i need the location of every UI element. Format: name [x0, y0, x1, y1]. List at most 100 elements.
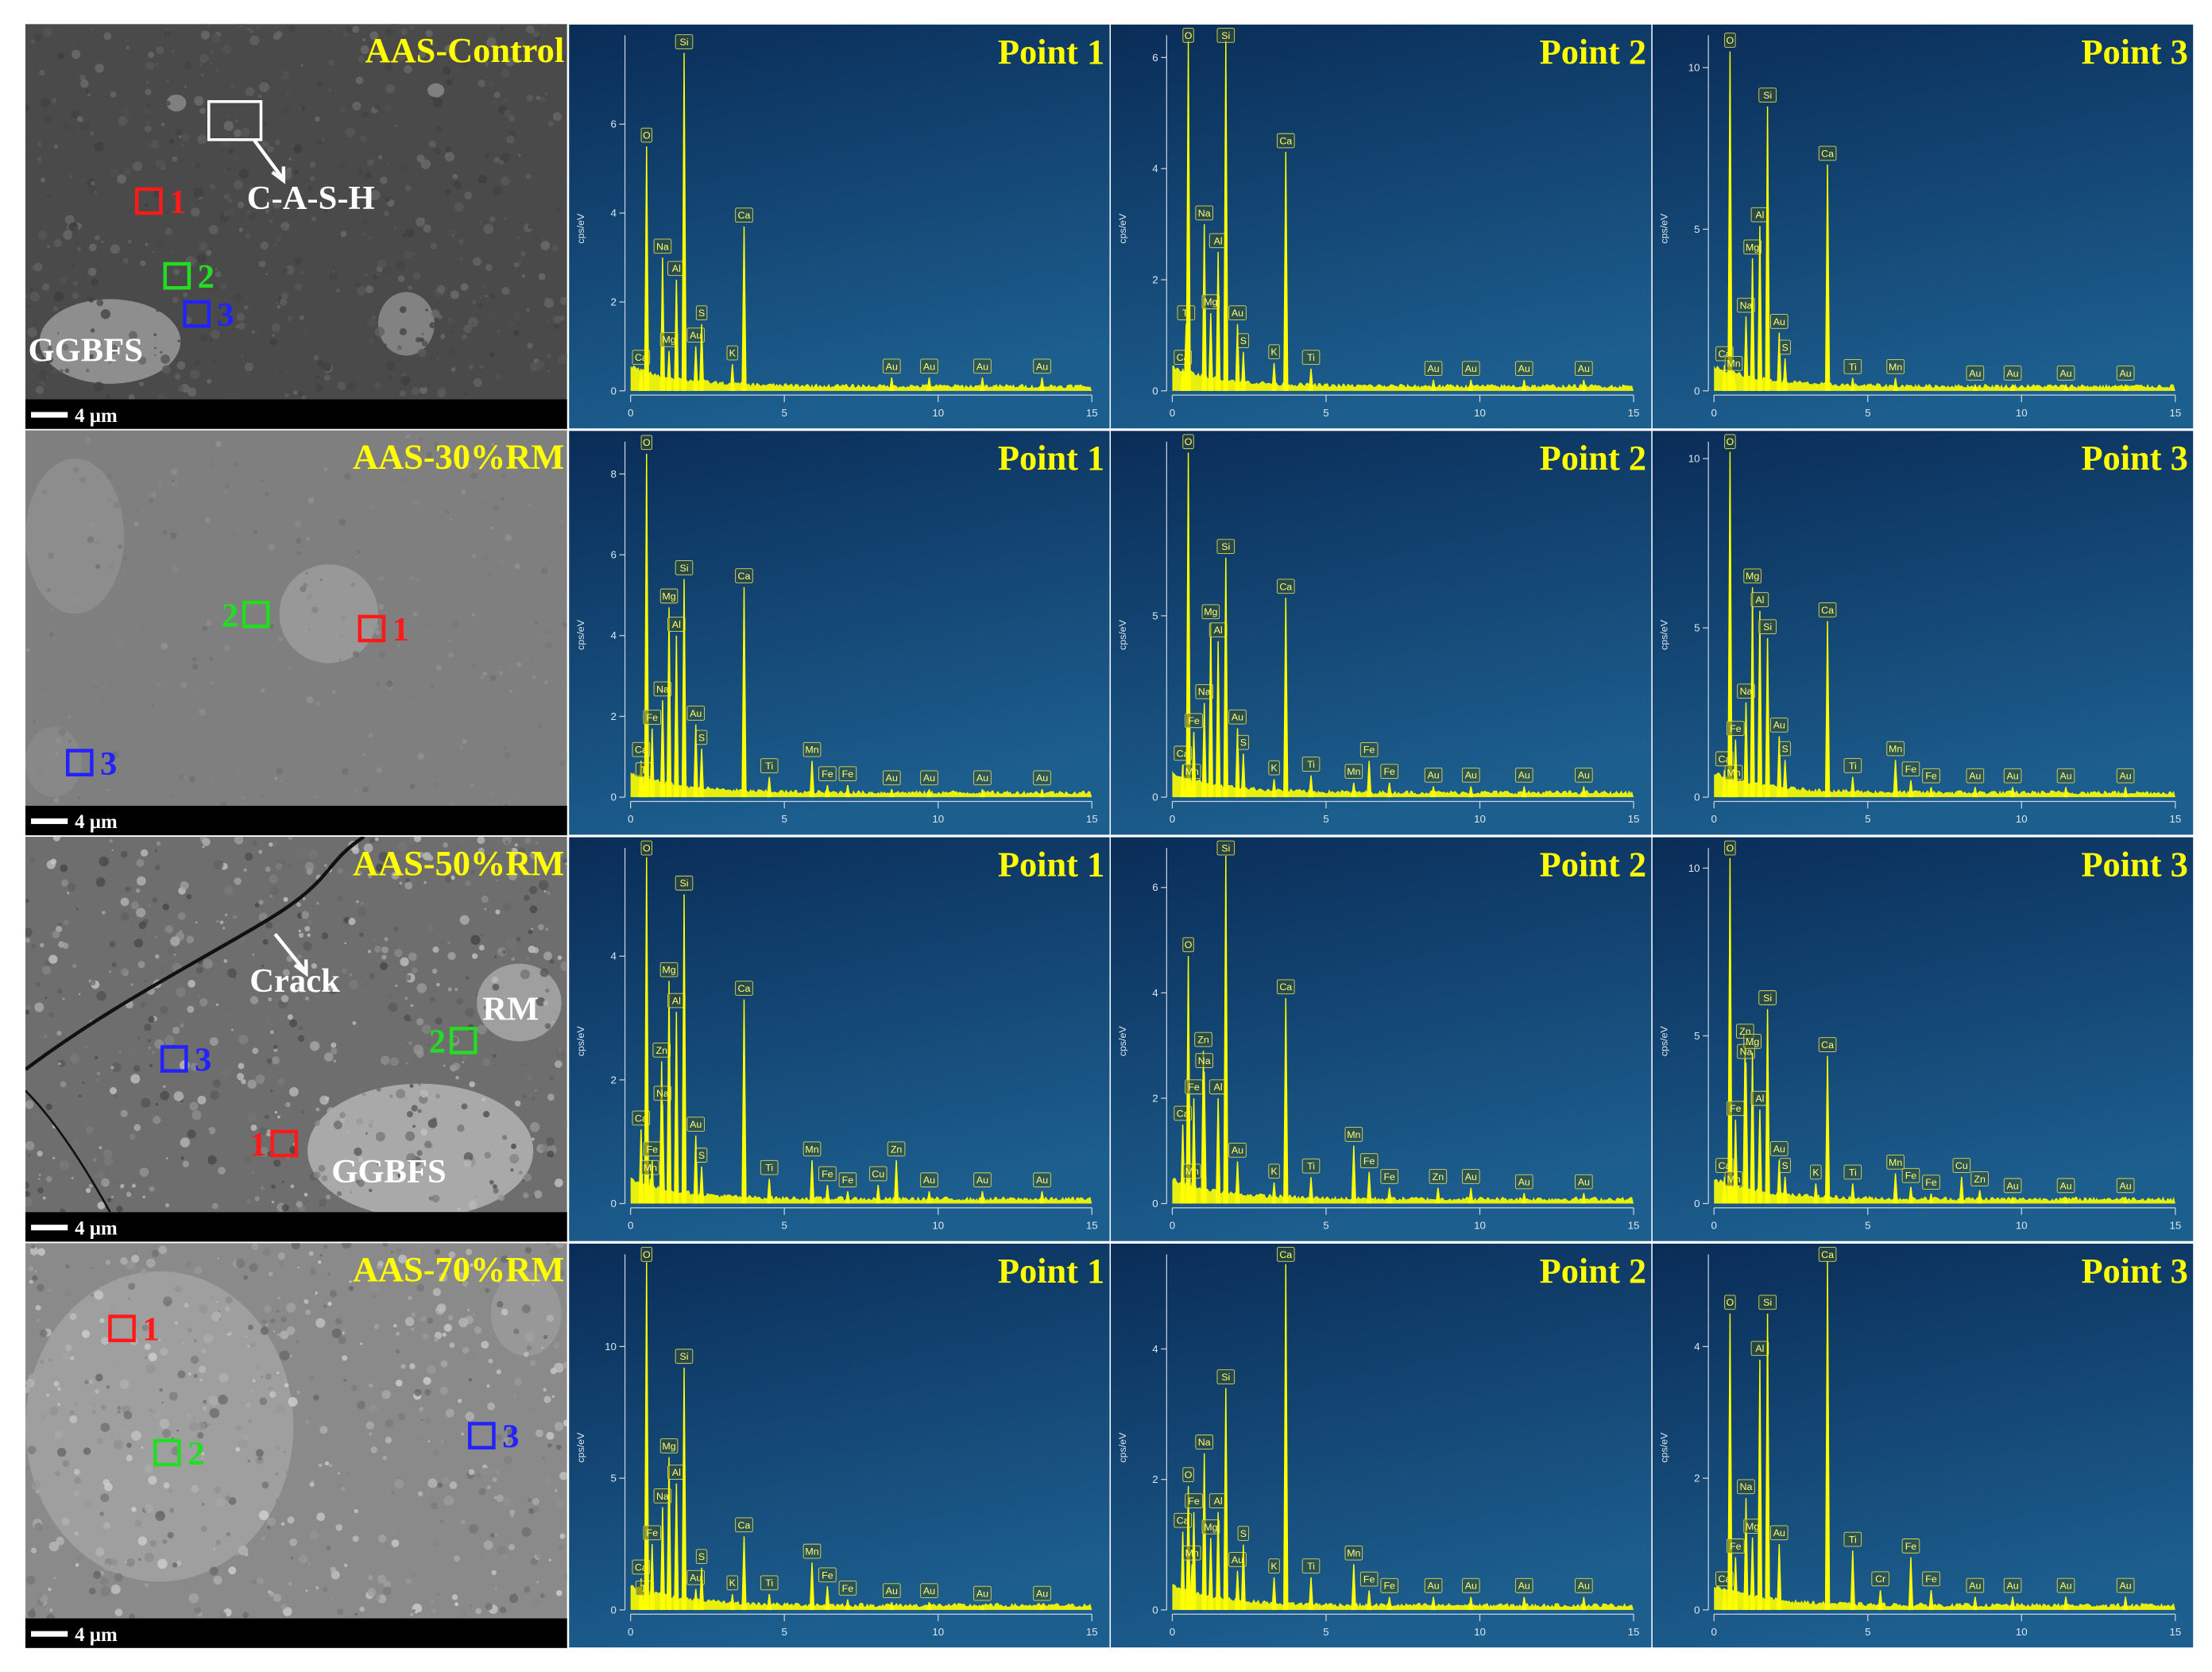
grain — [371, 1283, 381, 1293]
grain — [119, 1379, 130, 1389]
spectrum-peak — [1765, 1008, 1770, 1204]
grain — [207, 281, 218, 292]
grain — [492, 699, 500, 707]
grain — [385, 83, 395, 94]
grain — [231, 393, 234, 395]
grain — [405, 478, 408, 482]
peak-label: Fe — [1383, 766, 1395, 777]
grain — [251, 1579, 257, 1585]
grain — [95, 682, 99, 685]
grain — [339, 1117, 346, 1124]
grain — [106, 393, 111, 400]
grain — [250, 1390, 254, 1394]
grain — [48, 1358, 52, 1362]
grain — [37, 230, 48, 240]
peak-label-box — [1195, 1053, 1213, 1068]
grain — [293, 169, 299, 175]
peak-label-box — [1901, 1538, 1920, 1554]
grain — [430, 684, 435, 690]
grain — [131, 1254, 140, 1264]
grain — [200, 30, 210, 40]
grain — [103, 32, 112, 41]
grain — [138, 297, 141, 300]
grain — [417, 348, 427, 358]
grain — [163, 1085, 166, 1088]
grain — [449, 1481, 458, 1489]
y-tick-label: 4 — [1152, 987, 1158, 999]
grain — [287, 285, 289, 288]
grain — [108, 563, 114, 571]
grain — [184, 61, 193, 70]
peak-label: K — [1270, 1561, 1278, 1572]
grain — [323, 1586, 328, 1593]
peak-label-box — [1922, 1175, 1940, 1190]
peak-label: Mg — [662, 590, 675, 602]
grain — [478, 1551, 484, 1557]
grain — [511, 1144, 516, 1149]
grain — [242, 1612, 249, 1619]
spectrum-peak — [1928, 1193, 1934, 1204]
grain — [404, 974, 412, 981]
grain — [80, 79, 89, 88]
grain — [166, 490, 171, 495]
grain — [508, 200, 512, 204]
grain — [427, 1478, 438, 1488]
spectrum-peak — [1977, 1190, 1982, 1204]
grain — [339, 162, 348, 170]
grain — [421, 1418, 423, 1422]
spectrum-peak — [1782, 760, 1788, 798]
peak-label: Al — [1755, 1343, 1764, 1354]
peak-label: Fe — [822, 1168, 833, 1179]
grain — [275, 1499, 279, 1503]
grain — [193, 1373, 198, 1378]
grain — [122, 257, 129, 265]
spectrum-peak — [1201, 1071, 1207, 1204]
grain — [268, 1271, 273, 1276]
grain — [195, 921, 198, 924]
grain — [236, 325, 239, 329]
grain — [262, 1248, 271, 1256]
grain — [120, 1183, 125, 1188]
spectrum-peak — [1308, 1577, 1314, 1610]
x-tick-label: 0 — [1170, 407, 1175, 419]
grain — [533, 1190, 543, 1199]
peak-label: Fe — [1925, 1573, 1937, 1585]
peak-label: Na — [656, 683, 669, 695]
grain — [95, 1547, 105, 1557]
grain — [154, 346, 157, 350]
scale-bar-label: 4 µm — [75, 1624, 118, 1646]
grain — [396, 51, 406, 61]
grain — [71, 44, 74, 47]
grain — [309, 1531, 319, 1540]
grain — [25, 1140, 35, 1151]
peak-label: Au — [1232, 1145, 1243, 1156]
grain — [126, 1558, 135, 1567]
grain — [505, 57, 515, 67]
peak-label: Au — [1969, 771, 1981, 782]
grain — [133, 1124, 141, 1132]
grain — [256, 1577, 265, 1585]
grain — [481, 1097, 486, 1102]
peak-label: O — [643, 843, 651, 854]
grain — [277, 1296, 281, 1300]
peak-label: Si — [679, 878, 688, 889]
peak-label: Au — [1518, 1581, 1530, 1592]
grain — [85, 1046, 88, 1049]
grain — [359, 1606, 365, 1612]
grain — [225, 1306, 230, 1311]
grain — [544, 1023, 551, 1029]
grain — [442, 1332, 447, 1337]
grain — [473, 377, 482, 388]
spectrum-peak — [1824, 164, 1831, 391]
grain — [378, 852, 389, 862]
grain — [300, 64, 304, 67]
peak-label-box — [1237, 1526, 1250, 1541]
grain — [25, 1190, 30, 1198]
grain — [288, 25, 296, 32]
grain — [529, 1360, 536, 1367]
peak-label: Ca — [738, 210, 751, 221]
grain — [249, 186, 254, 192]
grain — [536, 852, 539, 856]
grain — [350, 1191, 352, 1194]
